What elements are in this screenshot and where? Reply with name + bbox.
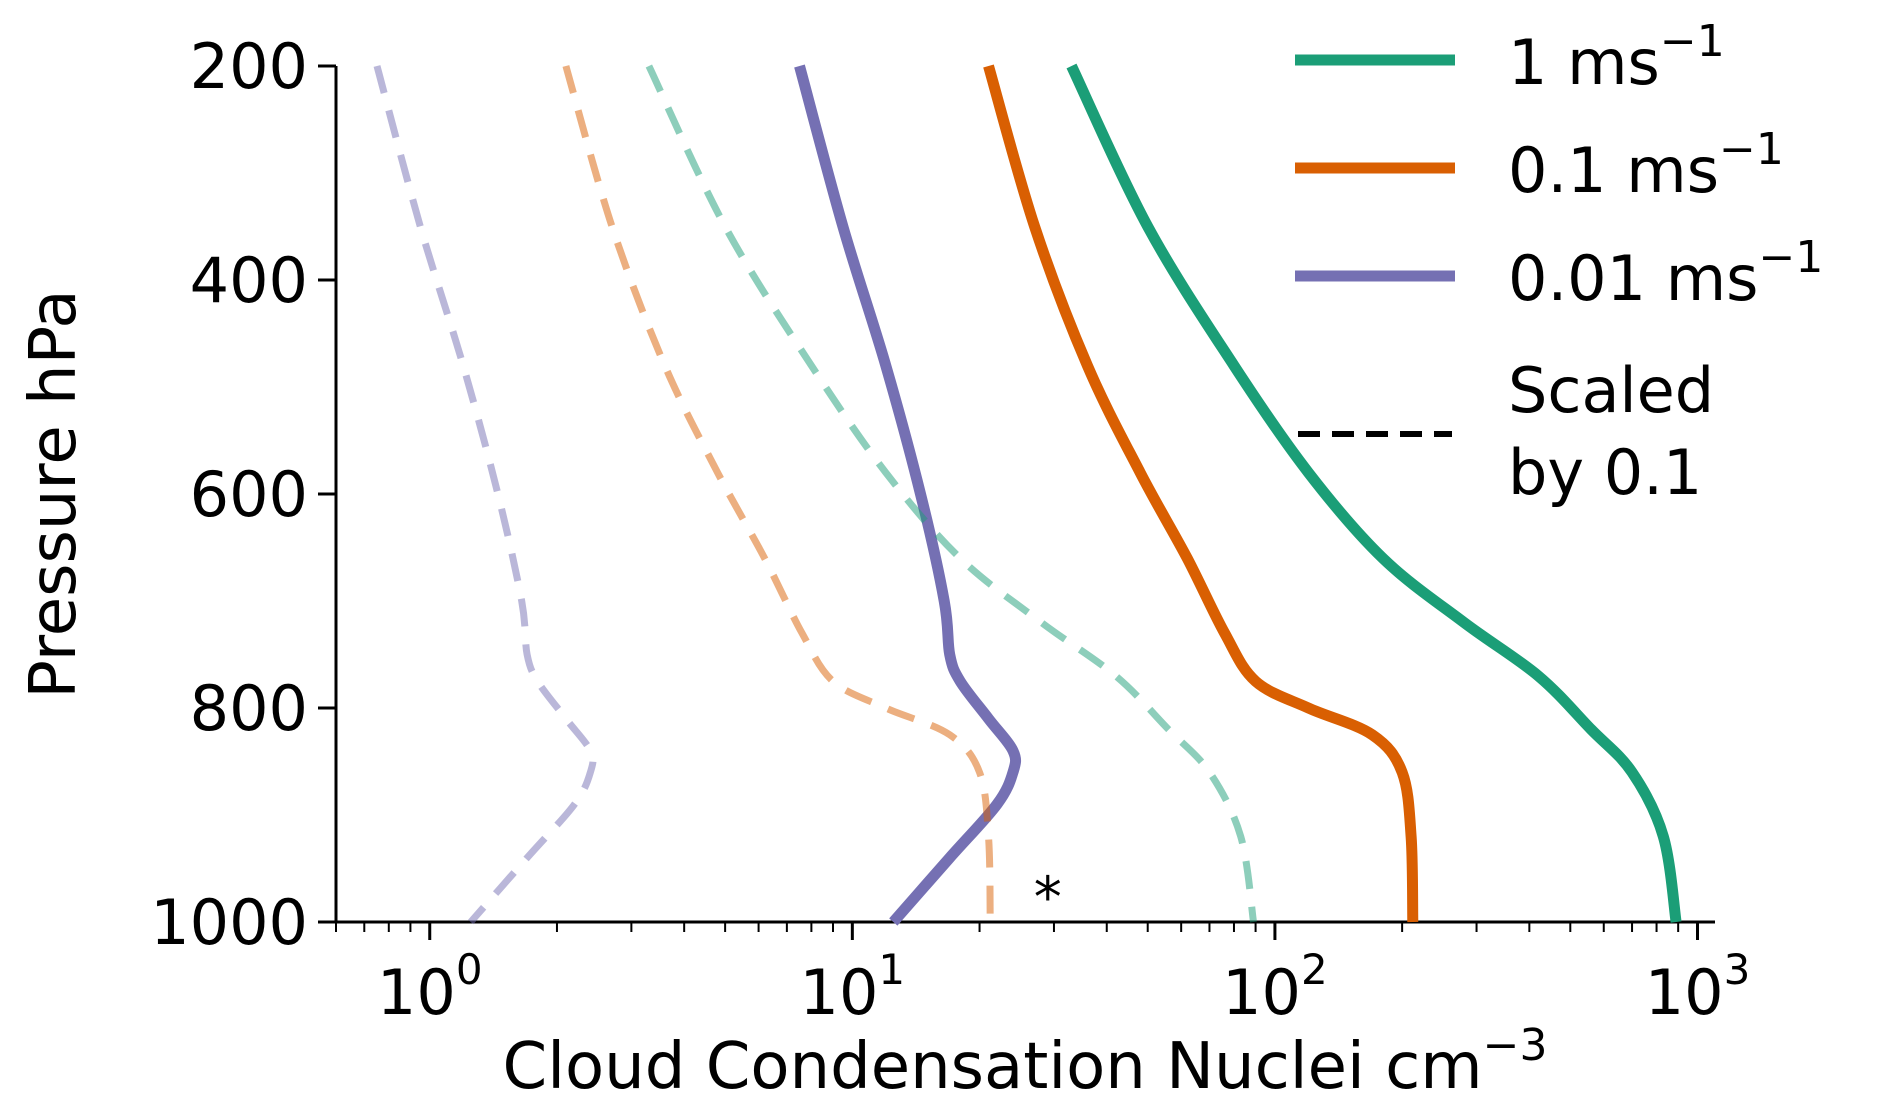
series-lines bbox=[373, 63, 1682, 926]
x-tick-label-base: 10 bbox=[1645, 956, 1724, 1029]
x-tick-label: 102 bbox=[1222, 945, 1328, 1029]
x-tick-label: 103 bbox=[1645, 945, 1751, 1029]
legend-label-line1: Scaled bbox=[1508, 354, 1714, 427]
series-line-solid-2 bbox=[794, 64, 1022, 926]
x-tick-label-exponent: 1 bbox=[878, 945, 905, 994]
legend-label-exponent: −1 bbox=[1719, 124, 1784, 175]
x-tick-label: 101 bbox=[800, 945, 906, 1029]
y-tick-label: 200 bbox=[190, 30, 308, 103]
x-tick-label-exponent: 3 bbox=[1724, 945, 1751, 994]
x-ticks: 100 101 102 103 bbox=[335, 922, 1751, 1029]
x-tick-label-exponent: 2 bbox=[1301, 945, 1328, 994]
x-axis-title-exponent: −3 bbox=[1483, 1020, 1548, 1071]
legend-label-text: 1 ms bbox=[1508, 26, 1660, 99]
series-line-solid-1 bbox=[983, 64, 1419, 923]
legend-label: 0.1 ms−1 bbox=[1508, 124, 1784, 207]
series-line-solid-0 bbox=[1066, 63, 1682, 923]
y-tick-label: 600 bbox=[190, 458, 308, 531]
legend-label-text: 0.01 ms bbox=[1508, 242, 1758, 315]
asterisk-annotation: * bbox=[1034, 866, 1062, 931]
y-ticks: 200 400 600 800 1000 bbox=[150, 30, 336, 959]
series-line-dashed-4 bbox=[562, 65, 994, 923]
y-tick-label: 1000 bbox=[150, 886, 308, 959]
x-tick-label-exponent: 0 bbox=[456, 945, 483, 994]
x-tick-label-base: 10 bbox=[377, 956, 456, 1029]
legend-label: 0.01 ms−1 bbox=[1508, 232, 1823, 315]
legend-label: 1 ms−1 bbox=[1508, 16, 1725, 99]
x-tick-label: 100 bbox=[377, 945, 483, 1029]
x-tick-label-base: 10 bbox=[1222, 956, 1301, 1029]
x-axis-title-text: Cloud Condensation Nuclei cm bbox=[503, 1030, 1483, 1104]
y-tick-label: 400 bbox=[190, 244, 308, 317]
x-tick-label-base: 10 bbox=[800, 956, 879, 1029]
x-axis-title: Cloud Condensation Nuclei cm−3 bbox=[503, 1020, 1548, 1104]
legend-label-exponent: −1 bbox=[1758, 232, 1823, 283]
y-axis-title: Pressure hPa bbox=[17, 289, 91, 698]
series-line-dashed-5 bbox=[373, 65, 597, 925]
legend-label-line2: by 0.1 bbox=[1508, 436, 1702, 509]
series-line-dashed-3 bbox=[645, 64, 1257, 923]
y-tick-label: 800 bbox=[190, 672, 308, 745]
legend-label-text: 0.1 ms bbox=[1508, 134, 1719, 207]
legend-label-exponent: −1 bbox=[1660, 16, 1725, 67]
